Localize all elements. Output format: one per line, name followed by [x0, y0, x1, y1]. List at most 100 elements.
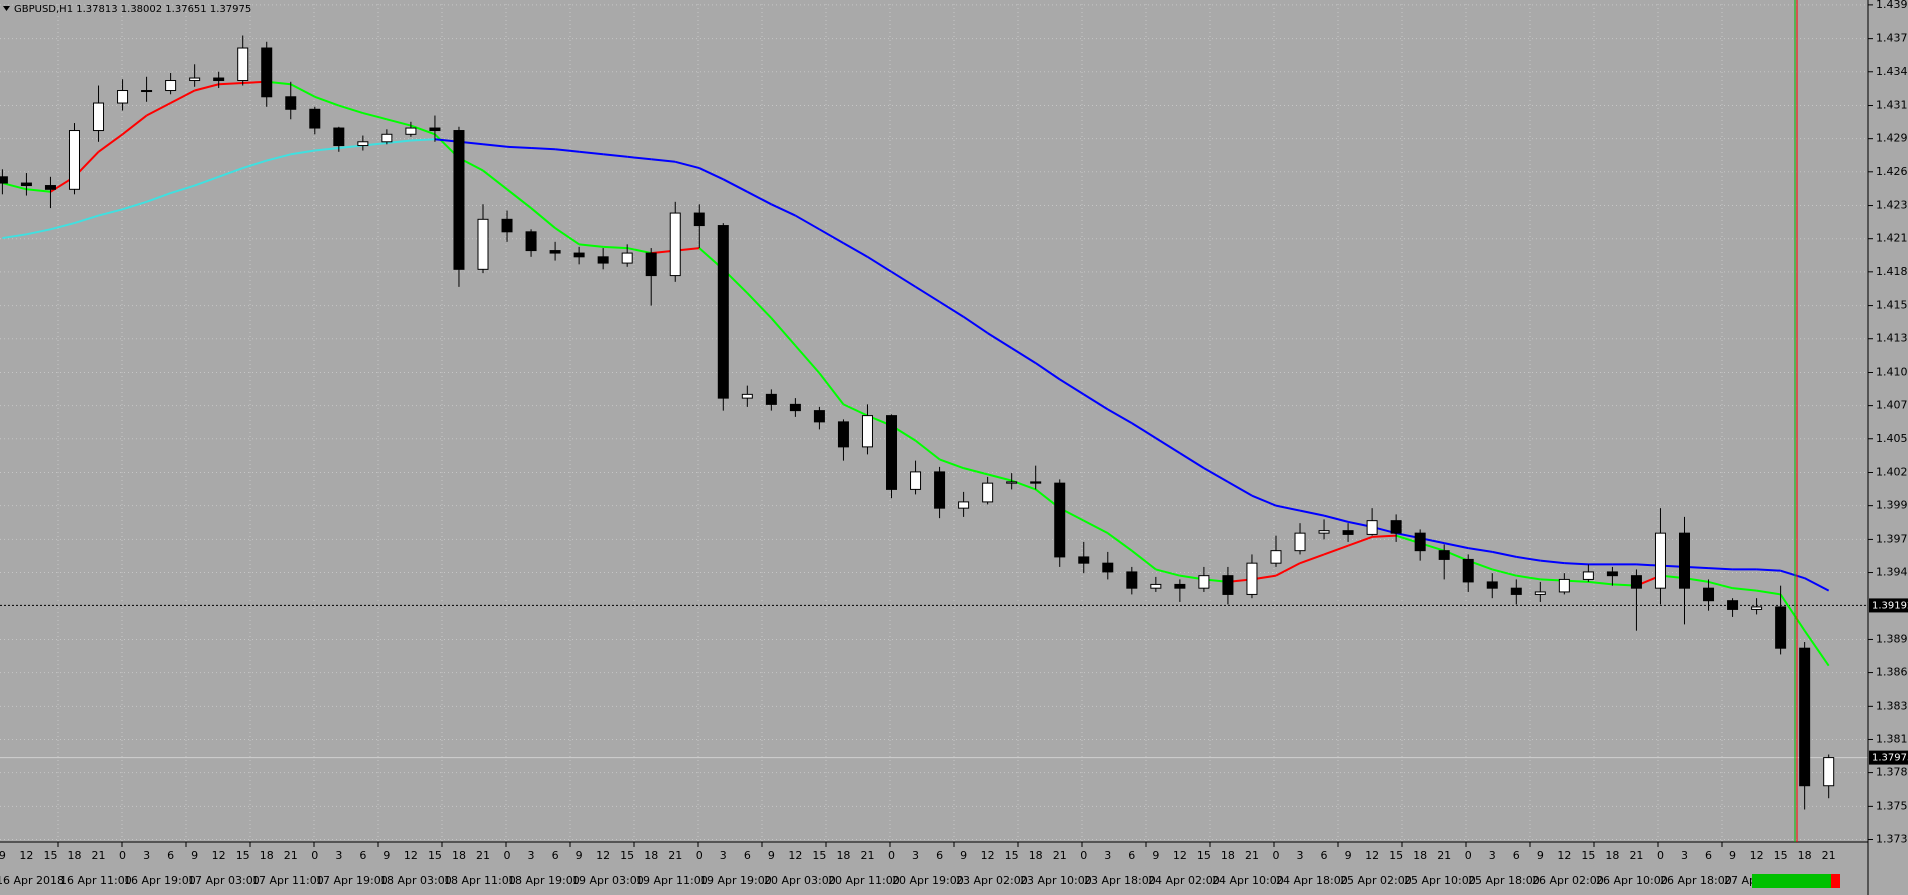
- moving-average: [770, 203, 796, 217]
- candle-body: [813, 410, 825, 423]
- last-price-label: 1.37975: [1872, 753, 1908, 764]
- moving-average: [1299, 509, 1325, 517]
- moving-average: [506, 145, 532, 150]
- date-label: 26 Apr 18:00: [1660, 874, 1732, 887]
- y-tick-label: 1.42390: [1876, 199, 1908, 212]
- moving-average: [98, 208, 123, 217]
- y-tick-label: 1.43190: [1876, 99, 1908, 112]
- moving-average: [1492, 550, 1517, 558]
- candle-body: [117, 90, 129, 104]
- menu-arrow[interactable]: [3, 6, 10, 11]
- x-tick-label: 3: [1104, 849, 1111, 862]
- x-tick-label: 15: [1389, 849, 1403, 862]
- moving-average: [818, 372, 845, 405]
- x-tick-label: 18: [1798, 849, 1812, 862]
- x-tick-label: 9: [1345, 849, 1352, 862]
- date-label: 19 Apr 11:00: [636, 874, 708, 887]
- candle-body: [837, 421, 849, 448]
- candle-body: [1414, 532, 1426, 552]
- candle-body: [1606, 571, 1618, 577]
- moving-average: [1780, 569, 1805, 580]
- y-tick-label: 1.40525: [1876, 432, 1908, 445]
- date-label: 26 Apr 02:00: [1532, 874, 1604, 887]
- candle-body: [765, 393, 777, 405]
- x-tick-label: 6: [359, 849, 366, 862]
- x-tick-label: 18: [452, 849, 466, 862]
- date-label: 18 Apr 11:00: [444, 874, 516, 887]
- moving-average: [1732, 587, 1757, 592]
- x-tick-label: 18: [1029, 849, 1043, 862]
- candle-body: [501, 218, 513, 233]
- moving-average: [2, 233, 27, 240]
- x-tick-label: 12: [19, 849, 33, 862]
- moving-average: [314, 95, 340, 107]
- y-tick-label: 1.38385: [1876, 699, 1908, 712]
- moving-average: [266, 153, 292, 162]
- x-tick-label: 18: [836, 849, 850, 862]
- date-label: 20 Apr 03:00: [764, 874, 836, 887]
- x-tick-label: 9: [576, 849, 583, 862]
- x-tick-label: 0: [696, 849, 703, 862]
- y-tick-label: 1.43460: [1876, 65, 1908, 78]
- candle-body: [1150, 583, 1162, 589]
- moving-average: [554, 227, 580, 246]
- moving-average: [1083, 393, 1109, 411]
- x-tick-label: 9: [1729, 849, 1736, 862]
- moving-average: [579, 243, 604, 248]
- candle-body: [165, 80, 177, 92]
- moving-average: [1468, 547, 1493, 553]
- candle-body: [934, 471, 946, 509]
- x-tick-label: 6: [552, 849, 559, 862]
- moving-average: [1804, 577, 1830, 592]
- x-tick-label: 0: [311, 849, 318, 862]
- moving-average: [1227, 481, 1253, 497]
- moving-average: [1443, 542, 1469, 550]
- y-tick-label: 1.37855: [1876, 766, 1908, 779]
- candle-body: [645, 252, 657, 277]
- moving-average: [410, 124, 436, 136]
- x-tick-label: 12: [404, 849, 418, 862]
- candle-body: [68, 130, 80, 190]
- x-tick-label: 12: [981, 849, 995, 862]
- y-tick-label: 1.38655: [1876, 666, 1908, 679]
- x-tick-label: 15: [620, 849, 634, 862]
- moving-average: [1275, 504, 1301, 512]
- x-tick-label: 15: [1774, 849, 1788, 862]
- y-tick-label: 1.42660: [1876, 165, 1908, 178]
- moving-average: [1059, 378, 1085, 396]
- candle-body: [789, 403, 801, 412]
- moving-average: [1107, 408, 1133, 424]
- grid: [0, 4, 1868, 842]
- x-tick-label: 15: [236, 849, 250, 862]
- candle-body: [1054, 482, 1066, 558]
- moving-average: [626, 247, 652, 255]
- bid-box: [1869, 598, 1908, 613]
- x-tick-label: 0: [1657, 849, 1664, 862]
- x-tick-label: 12: [788, 849, 802, 862]
- x-tick-label: 3: [143, 849, 150, 862]
- moving-average: [1131, 549, 1157, 571]
- date-label: 23 Apr 18:00: [1084, 874, 1156, 887]
- x-tick-label: 12: [1365, 849, 1379, 862]
- x-tick-label: 9: [960, 849, 967, 862]
- y-tick-label: 1.38920: [1876, 632, 1908, 645]
- x-tick-label: 3: [528, 849, 535, 862]
- y-tick-label: 1.41055: [1876, 365, 1908, 378]
- candle-body: [237, 47, 249, 82]
- candle-body: [261, 47, 273, 98]
- moving-average: [386, 139, 412, 145]
- moving-average: [2, 182, 27, 191]
- x-tick-label: 18: [1413, 849, 1427, 862]
- candle-body: [1558, 578, 1570, 593]
- moving-average: [218, 82, 243, 86]
- y-tick-label: 1.39455: [1876, 566, 1908, 579]
- x-tick-label: 15: [43, 849, 57, 862]
- candle-body: [1486, 581, 1498, 589]
- time-marker: [1752, 874, 1831, 888]
- candle-body: [1102, 562, 1114, 573]
- date-label: 26 Apr 10:00: [1596, 874, 1668, 887]
- x-tick-label: 15: [1197, 849, 1211, 862]
- date-label: 17 Apr 19:00: [316, 874, 388, 887]
